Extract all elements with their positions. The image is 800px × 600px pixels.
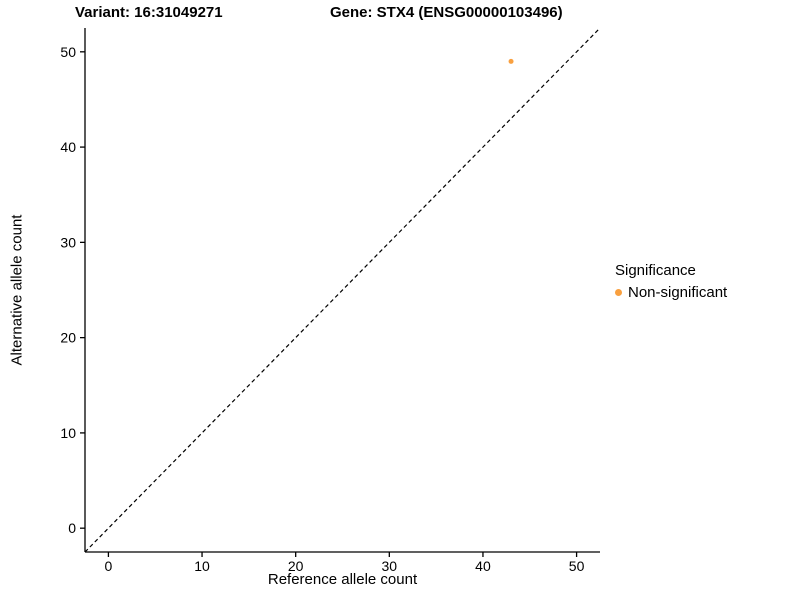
identity-reference-line xyxy=(84,27,601,553)
data-points xyxy=(508,58,514,64)
y-tick-label: 20 xyxy=(60,330,76,346)
x-axis-label: Reference allele count xyxy=(267,571,418,588)
y-tick-label: 50 xyxy=(60,44,76,60)
x-tick-label: 40 xyxy=(475,558,491,574)
y-axis-ticks: 0 10 20 30 40 50 xyxy=(60,44,85,536)
legend-point-icon xyxy=(615,289,622,296)
y-tick-label: 0 xyxy=(68,520,76,536)
x-tick-label: 50 xyxy=(569,558,585,574)
y-tick-label: 10 xyxy=(60,425,76,441)
x-tick-label: 0 xyxy=(105,558,113,574)
x-tick-label: 10 xyxy=(194,558,210,574)
legend-title: Significance xyxy=(615,262,696,279)
y-tick-label: 40 xyxy=(60,139,76,155)
y-axis-label: Alternative allele count xyxy=(8,214,26,366)
legend: Significance Non-significant xyxy=(615,262,727,301)
x-axis-ticks: 0 10 20 30 40 50 xyxy=(105,552,585,574)
x-tick-label: 30 xyxy=(382,558,398,574)
plot-title-variant: Variant: 16:31049271 xyxy=(75,4,223,21)
data-point xyxy=(508,58,514,64)
x-tick-label: 20 xyxy=(288,558,304,574)
y-tick-label: 30 xyxy=(60,234,76,250)
plot-area: 0 10 20 30 40 50 0 10 20 30 40 50 xyxy=(60,27,601,574)
plot-title-gene: Gene: STX4 (ENSG00000103496) xyxy=(330,4,563,21)
legend-item-non-significant: Non-significant xyxy=(615,284,727,301)
legend-item-label: Non-significant xyxy=(628,284,728,301)
